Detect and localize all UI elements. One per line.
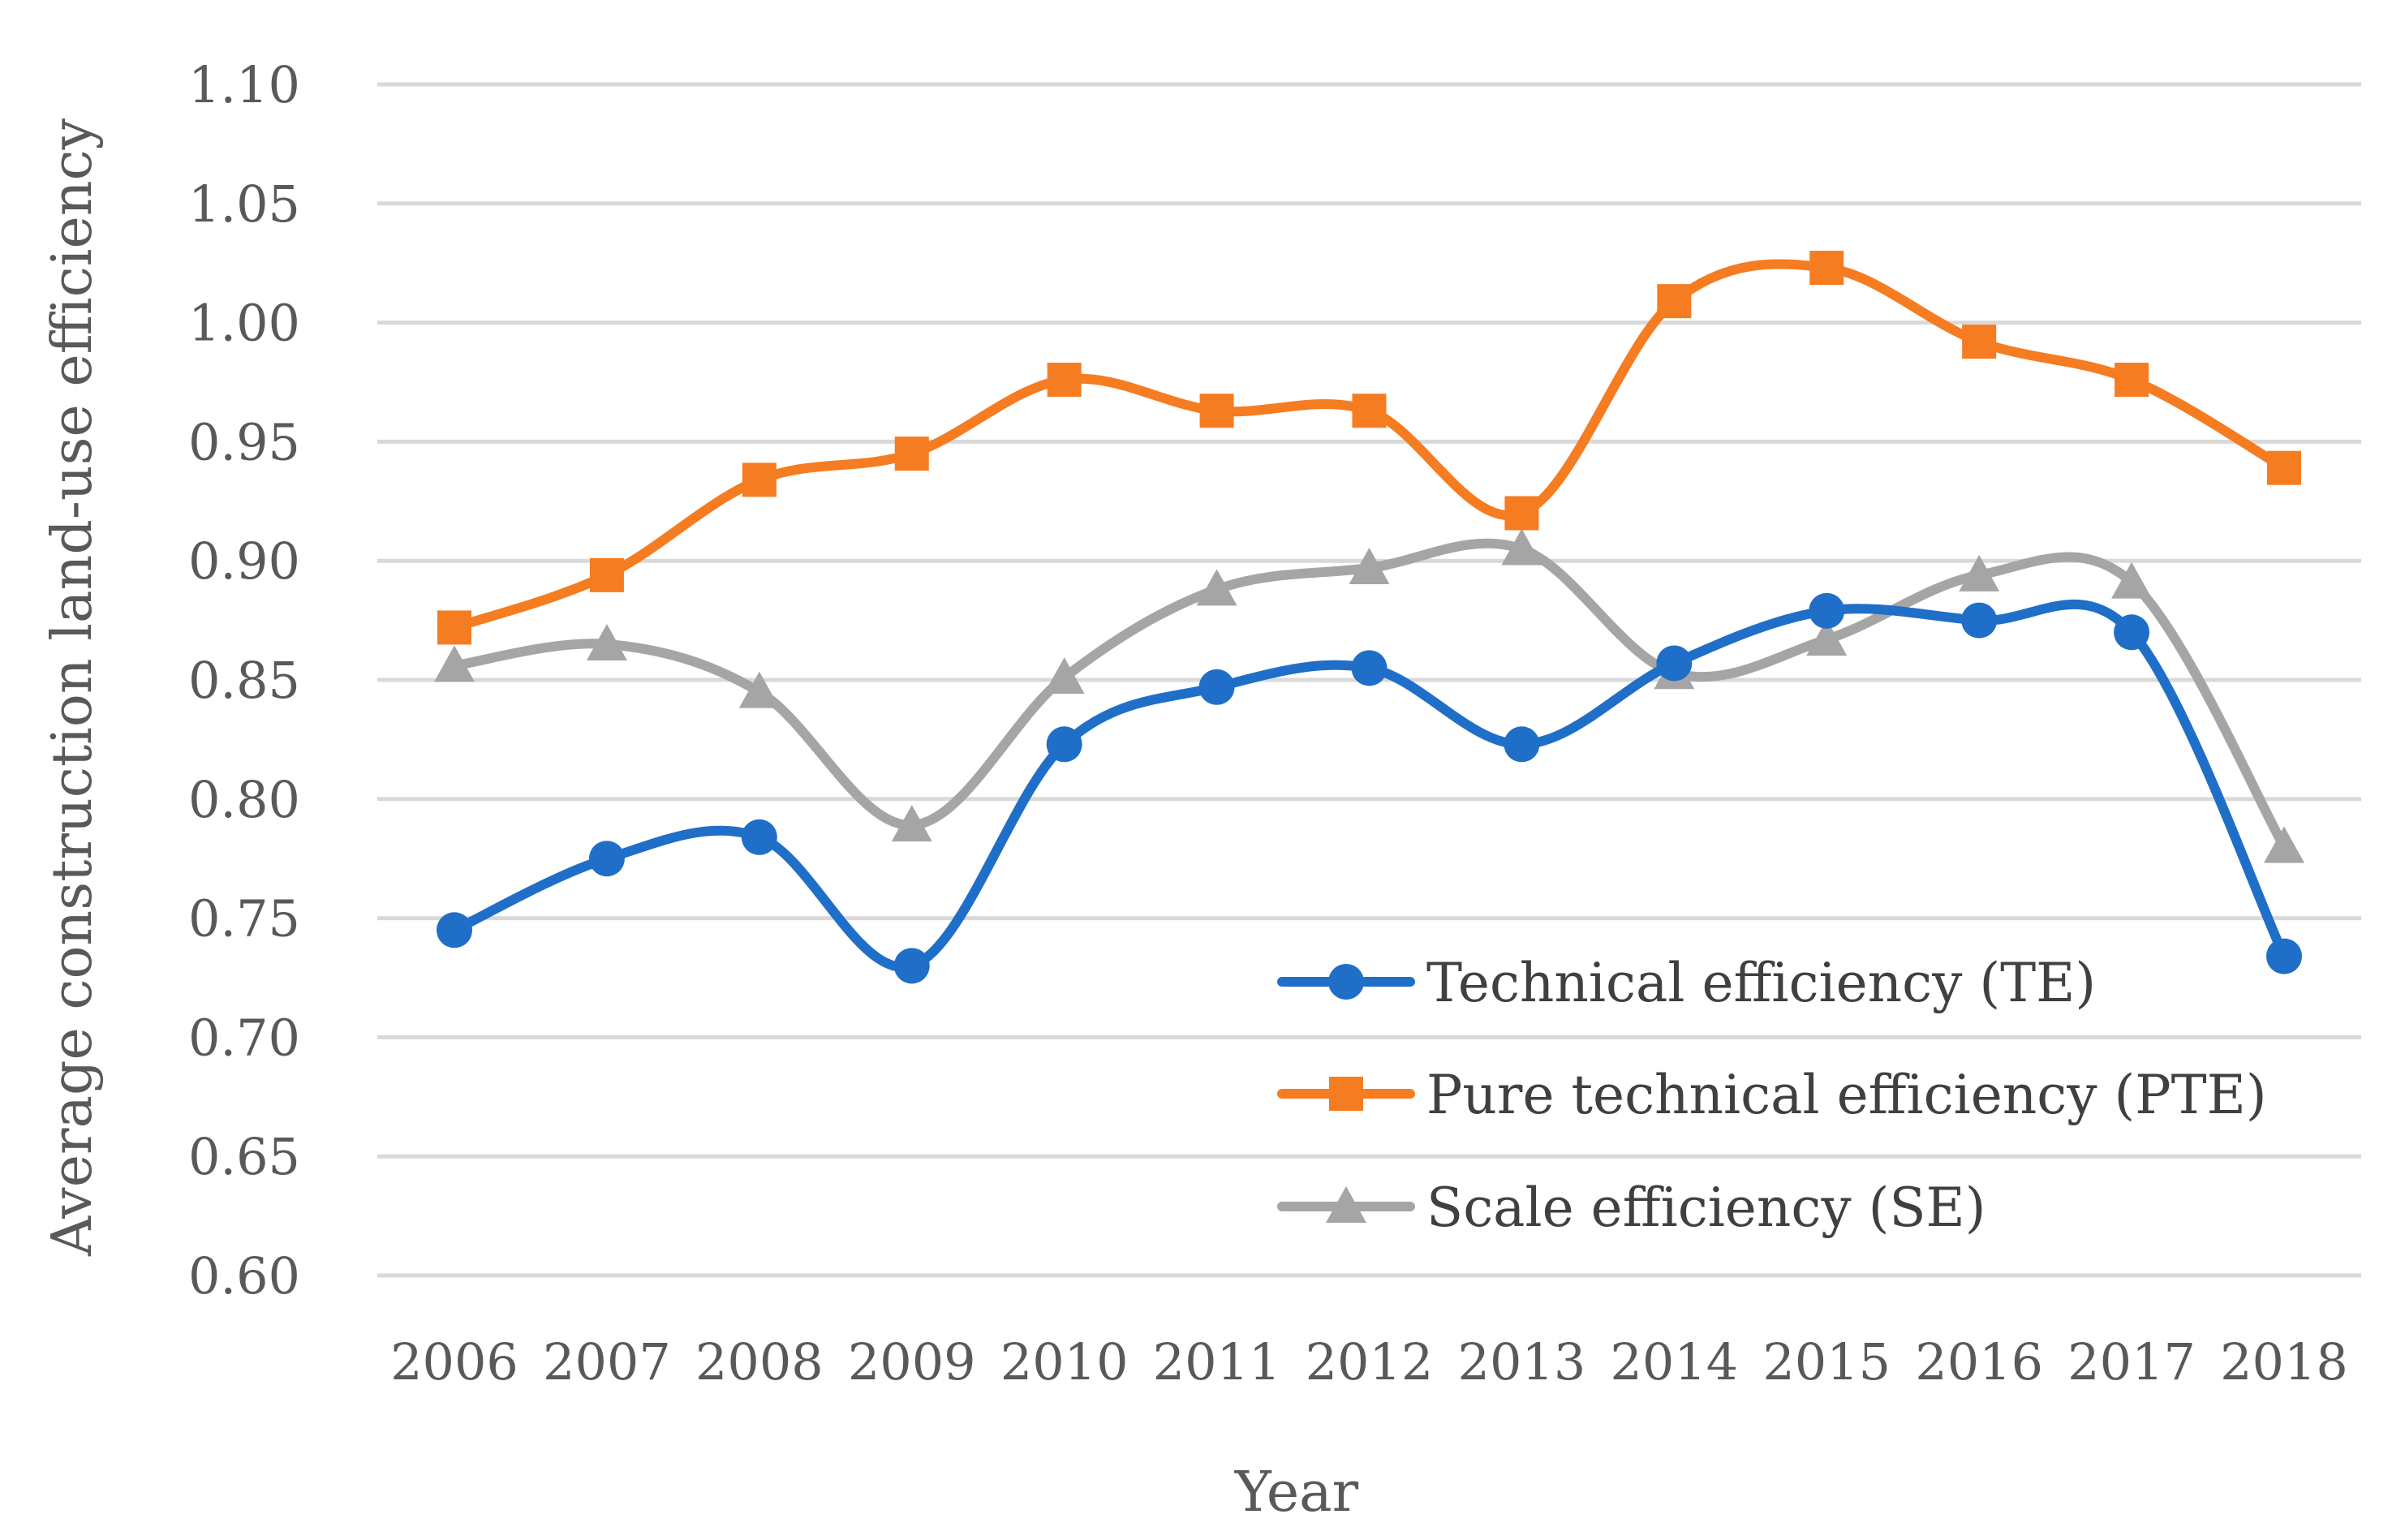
x-tick-label: 2017 xyxy=(2067,1332,2196,1392)
data-point xyxy=(1959,554,2000,591)
legend-marker xyxy=(1326,1186,1366,1223)
y-tick-labels: 0.60 0.65 0.70 0.75 0.80 0.85 0.90 0.95 1.00 1.05… xyxy=(188,55,300,1306)
y-tick-label: 0.65 xyxy=(188,1127,300,1186)
data-point xyxy=(891,805,932,842)
y-tick-label: 1.05 xyxy=(188,174,300,234)
series-2 xyxy=(437,251,2301,645)
x-tick-label: 2011 xyxy=(1153,1332,1281,1392)
data-point xyxy=(742,462,777,497)
data-point xyxy=(1657,284,1692,319)
series-line xyxy=(450,538,2289,852)
data-point xyxy=(1504,726,1540,763)
data-point xyxy=(893,948,930,984)
x-tick-label: 2018 xyxy=(2220,1332,2348,1392)
y-tick-label: 0.70 xyxy=(188,1008,300,1067)
data-point xyxy=(1043,657,1085,695)
data-point xyxy=(1349,548,1390,585)
y-axis-title: Average construction land-use efficiency xyxy=(41,118,105,1257)
series-lines xyxy=(434,251,2304,984)
legend-item: Technical efficiency (TE) xyxy=(1277,952,2096,1014)
data-point xyxy=(1656,645,1693,682)
x-tick-label: 2016 xyxy=(1915,1332,2043,1392)
data-point xyxy=(2264,826,2304,863)
data-point xyxy=(1046,726,1082,763)
series-3 xyxy=(434,528,2304,863)
legend-item: Scale efficiency (SE) xyxy=(1277,1177,1986,1239)
y-tick-label: 0.85 xyxy=(188,651,300,710)
data-point xyxy=(588,841,625,877)
data-point xyxy=(738,671,780,708)
x-tick-label: 2013 xyxy=(1458,1332,1586,1392)
y-tick-label: 0.90 xyxy=(188,531,300,591)
data-point xyxy=(437,912,472,949)
x-tick-label: 2006 xyxy=(390,1332,518,1392)
y-tick-label: 0.95 xyxy=(188,412,300,471)
data-point xyxy=(2266,938,2302,974)
data-point xyxy=(589,557,624,592)
data-point xyxy=(2115,363,2149,398)
x-tick-label: 2012 xyxy=(1306,1332,1434,1392)
data-point xyxy=(1809,251,1844,286)
data-point xyxy=(1809,592,1845,629)
x-tick-label: 2007 xyxy=(543,1332,671,1392)
data-point xyxy=(741,819,777,855)
data-point xyxy=(1962,325,1997,359)
y-tick-label: 1.00 xyxy=(188,294,300,353)
data-point xyxy=(2114,614,2150,651)
x-tick-label: 2010 xyxy=(1000,1332,1129,1392)
data-point xyxy=(1351,650,1388,686)
x-tick-label: 2014 xyxy=(1610,1332,1738,1392)
data-point xyxy=(437,610,471,645)
legend-label: Scale efficiency (SE) xyxy=(1426,1177,1986,1239)
y-tick-label: 0.60 xyxy=(188,1246,300,1306)
y-tick-label: 1.10 xyxy=(188,55,300,114)
x-tick-label: 2008 xyxy=(695,1332,824,1392)
data-point xyxy=(586,623,627,660)
y-tick-label: 0.80 xyxy=(188,770,300,829)
legend-label: Pure technical efficiency (PTE) xyxy=(1426,1064,2267,1126)
legend-label: Technical efficiency (TE) xyxy=(1426,952,2096,1014)
y-tick-label: 0.75 xyxy=(188,889,300,949)
x-tick-labels: 2006 2007 2008 2009 2010 2011 2012 2013 2014 2015… xyxy=(390,1332,2348,1392)
data-point xyxy=(434,645,475,682)
data-point xyxy=(1352,394,1387,428)
data-point xyxy=(1504,496,1539,531)
data-point xyxy=(1806,619,1848,656)
legend-item: Pure technical efficiency (PTE) xyxy=(1277,1064,2267,1126)
data-point xyxy=(894,437,929,471)
legend-marker xyxy=(1329,1077,1363,1111)
data-point xyxy=(1196,569,1237,606)
legend-marker xyxy=(1328,964,1364,1000)
data-point xyxy=(1961,602,1998,639)
data-point xyxy=(2111,561,2153,599)
series-1 xyxy=(437,592,2302,984)
data-point xyxy=(1047,363,1082,398)
x-axis-title: Year xyxy=(1234,1460,1359,1525)
data-point xyxy=(2267,450,2301,485)
x-tick-label: 2009 xyxy=(848,1332,976,1392)
data-point xyxy=(1501,528,1542,566)
data-point xyxy=(1198,669,1235,705)
data-point xyxy=(1199,394,1234,428)
legend: Technical efficiency (TE) Pure technical … xyxy=(1277,952,2267,1239)
x-tick-label: 2015 xyxy=(1762,1332,1891,1392)
